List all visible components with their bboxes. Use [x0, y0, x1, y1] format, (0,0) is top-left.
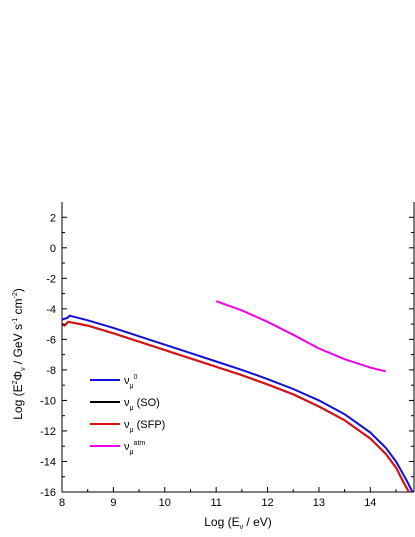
series-line-nuatm — [215, 300, 386, 373]
series-line-nuSFP — [61, 320, 410, 493]
legend-label-nuSFP: νμ (SFP) — [124, 419, 165, 434]
y-tick-label: -4 — [46, 304, 56, 316]
x-tick-label: 12 — [261, 497, 273, 509]
series-layer — [61, 300, 414, 493]
y-tick-label: -12 — [40, 426, 56, 438]
y-tick-label: -10 — [40, 395, 56, 407]
y-tick-label: -2 — [46, 273, 56, 285]
x-tick-label: 8 — [59, 497, 65, 509]
y-tick-label: -6 — [46, 334, 56, 346]
legend-label-nuatm: νμatm — [124, 440, 145, 456]
x-tick-label: 11 — [210, 497, 221, 509]
x-tick-label: 14 — [364, 497, 376, 509]
y-tick-label: -14 — [40, 456, 56, 468]
legend: νμ0 νμ (SO) νμ (SFP) νμatm — [90, 374, 165, 456]
plot-frame-layer — [61, 202, 415, 493]
y-tick-label: -8 — [46, 365, 56, 377]
x-tick-label: 10 — [159, 497, 171, 509]
x-axis-title: Log (Eν / eV) — [204, 515, 272, 531]
y-tick-label: -16 — [40, 487, 56, 499]
y-tick-label: 2 — [50, 212, 56, 224]
x-tick-label: 9 — [110, 497, 116, 509]
y-tick-label: 0 — [50, 243, 56, 255]
series-line-nu0 — [61, 314, 414, 493]
legend-label-nuSO: νμ (SO) — [124, 397, 160, 412]
ticks-layer: 8 9 10 11 12 13 14 2 0 -2 -4 -6 -8 -10 -12 -14 -16 — [40, 212, 414, 509]
y-axis-title: Log (E2Φν / GeV s-1 cm-2) — [11, 288, 27, 420]
series-line-nuSO — [61, 320, 410, 493]
legend-label-nu0: νμ0 — [124, 374, 138, 390]
x-tick-label: 13 — [313, 497, 325, 509]
